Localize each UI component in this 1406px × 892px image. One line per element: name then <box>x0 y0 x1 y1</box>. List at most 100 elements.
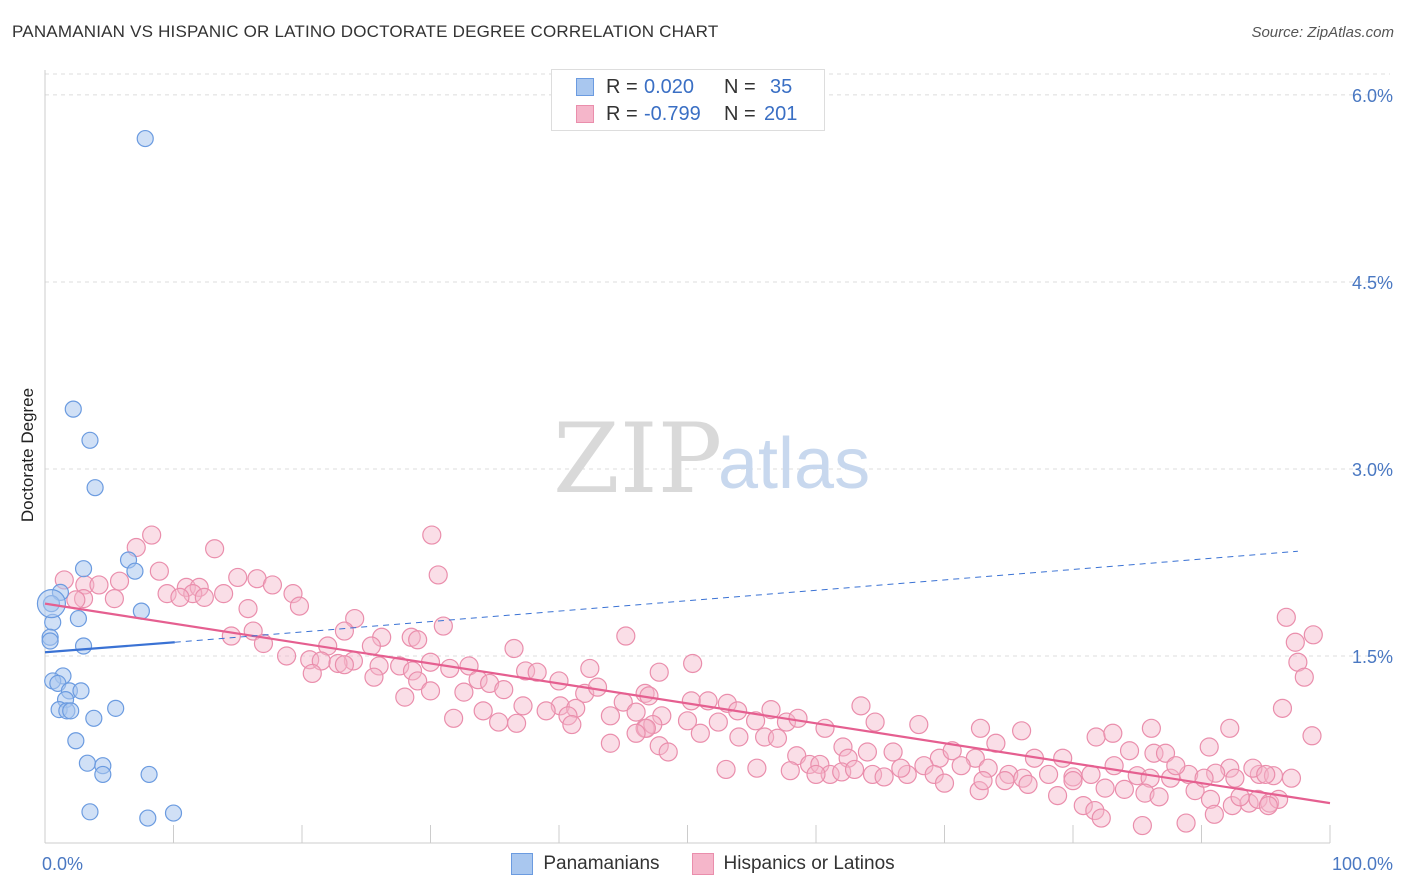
data-point-hispanics <box>806 764 826 785</box>
data-point-hispanics <box>444 708 464 728</box>
legend-label-panamanians: Panamanians <box>543 853 660 874</box>
legend-swatch-blue <box>576 78 594 96</box>
data-point-hispanics <box>1018 774 1038 795</box>
data-point-hispanics <box>747 758 767 778</box>
data-point-hispanics <box>951 756 971 776</box>
data-point-hispanics <box>480 673 500 694</box>
data-point-hispanics <box>428 565 448 585</box>
x-tick-label: 100.0% <box>1332 854 1393 874</box>
data-point-hispanics <box>420 681 441 701</box>
grid-lines <box>45 73 1390 657</box>
data-point-hispanics <box>587 677 608 697</box>
data-point-hispanics <box>402 661 423 681</box>
data-point-hispanics <box>142 525 162 545</box>
trend-line-hispanics <box>44 602 1331 805</box>
data-point-hispanics <box>549 671 569 691</box>
data-point-hispanics <box>820 764 840 785</box>
data-point-hispanics <box>170 587 190 607</box>
data-point-hispanics <box>1114 779 1135 799</box>
data-point-hispanics <box>73 589 94 609</box>
data-point-panamanians <box>62 702 80 720</box>
data-point-hispanics <box>433 616 453 636</box>
series-panamanians-points <box>36 129 183 827</box>
data-point-hispanics <box>833 737 853 757</box>
data-point-hispanics <box>1258 795 1278 816</box>
data-point-hispanics <box>454 682 474 702</box>
data-point-hispanics <box>422 525 442 545</box>
data-point-panamanians <box>74 560 93 578</box>
data-point-hispanics <box>494 680 514 700</box>
legend-item-panamanians: Panamanians <box>511 853 660 875</box>
data-point-hispanics <box>408 671 428 691</box>
legend-r-value: -0.799 <box>644 102 701 125</box>
data-point-hispanics <box>1149 787 1169 807</box>
legend-swatch-pink <box>576 105 594 123</box>
trend-line-panamanians <box>44 641 175 654</box>
legend-swatch-pink <box>691 853 714 875</box>
legend-swatch-blue <box>511 853 534 875</box>
legend-label-hispanics: Hispanics or Latinos <box>723 853 895 874</box>
data-point-panamanians <box>81 803 99 821</box>
data-point-hispanics <box>844 759 865 780</box>
data-point-hispanics <box>600 733 621 753</box>
data-point-hispanics <box>328 653 348 674</box>
data-point-hispanics <box>1103 723 1123 743</box>
data-point-hispanics <box>536 701 556 721</box>
data-point-hispanics <box>1085 800 1105 821</box>
data-point-hispanics <box>489 712 509 732</box>
data-point-hispanics <box>1220 758 1240 778</box>
data-point-hispanics <box>600 706 621 726</box>
data-point-hispanics <box>183 584 203 604</box>
data-point-panamanians <box>126 562 144 580</box>
watermark-atlas: atlas <box>718 424 870 504</box>
data-point-hispanics <box>681 691 701 711</box>
data-point-hispanics <box>1104 756 1124 776</box>
y-tick-labels: 1.5% 3.0% 4.5% 6.0% <box>1352 86 1393 667</box>
data-point-panamanians <box>41 632 59 650</box>
data-point-hispanics <box>799 754 820 775</box>
series-hispanics-points <box>54 525 1323 836</box>
data-point-panamanians <box>72 682 90 700</box>
correlation-legend: R = 0.020 N = 35 R = -0.799 N = 201 <box>551 69 825 131</box>
data-point-panamanians <box>81 431 99 449</box>
data-point-hispanics <box>1272 698 1293 718</box>
data-point-panamanians <box>69 609 88 628</box>
data-point-hispanics <box>205 539 225 559</box>
data-point-hispanics <box>194 587 214 607</box>
legend-n-value: 201 <box>764 102 798 125</box>
data-point-hispanics <box>658 742 678 762</box>
data-point-hispanics <box>1132 815 1152 836</box>
data-point-hispanics <box>865 712 885 732</box>
data-point-hispanics <box>262 575 283 595</box>
data-point-hispanics <box>504 638 524 659</box>
data-point-panamanians <box>78 754 97 772</box>
data-point-hispanics <box>369 656 389 676</box>
data-point-hispanics <box>677 711 698 731</box>
data-point-hispanics <box>1206 763 1226 783</box>
data-point-hispanics <box>1199 737 1219 757</box>
data-point-hispanics <box>228 567 248 588</box>
data-point-hispanics <box>289 596 310 616</box>
data-point-hispanics <box>1038 764 1059 785</box>
legend-r-label: R = <box>606 102 638 125</box>
data-point-hispanics <box>690 723 710 743</box>
data-point-hispanics <box>1303 625 1323 645</box>
data-point-hispanics <box>149 561 169 581</box>
data-point-hispanics <box>1073 795 1093 816</box>
data-point-hispanics <box>746 711 766 731</box>
data-point-hispanics <box>815 718 835 738</box>
legend-n-value: 35 <box>770 75 793 98</box>
data-point-hispanics <box>683 653 703 674</box>
axes <box>44 70 1331 844</box>
data-point-panamanians <box>164 804 183 822</box>
data-point-hispanics <box>473 701 493 721</box>
data-point-hispanics <box>1166 756 1186 776</box>
data-point-hispanics <box>1176 813 1196 833</box>
data-point-hispanics <box>851 696 871 716</box>
data-point-hispanics <box>390 656 410 676</box>
legend-row-hispanics: R = -0.799 N = 201 <box>576 103 797 125</box>
legend-r-label: R = <box>606 75 638 98</box>
x-tick-label: 0.0% <box>42 854 83 874</box>
data-point-hispanics <box>1225 768 1245 788</box>
